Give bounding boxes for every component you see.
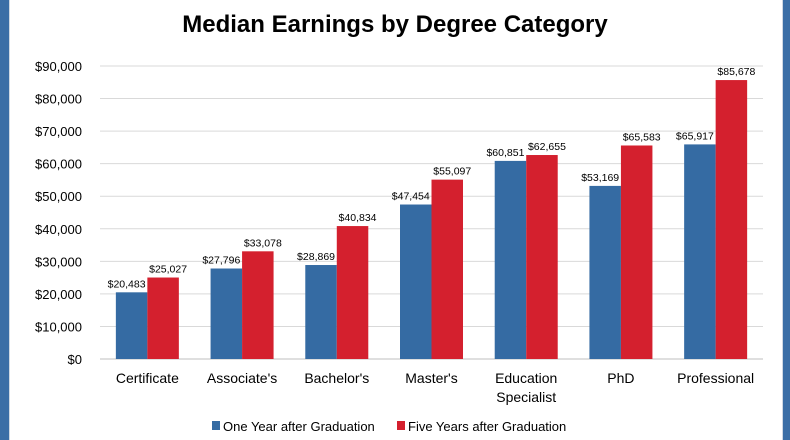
bar bbox=[620, 145, 653, 359]
bar bbox=[431, 179, 463, 359]
x-tick-label: Associate's bbox=[207, 370, 277, 386]
y-tick-label: $40,000 bbox=[35, 222, 82, 237]
data-label: $65,917 bbox=[676, 130, 714, 142]
bar bbox=[336, 226, 369, 359]
legend-swatch bbox=[397, 421, 405, 430]
legend-swatch bbox=[212, 421, 220, 430]
data-label: $27,796 bbox=[202, 255, 240, 267]
y-tick-label: $70,000 bbox=[35, 124, 82, 139]
y-tick-label: $10,000 bbox=[35, 319, 82, 334]
legend-label: Five Years after Graduation bbox=[408, 419, 566, 434]
y-tick-label: $50,000 bbox=[35, 189, 82, 204]
bar bbox=[589, 185, 621, 359]
data-label: $55,097 bbox=[433, 166, 471, 178]
data-label: $47,454 bbox=[392, 191, 430, 203]
x-tick-label: Education bbox=[495, 370, 557, 386]
data-label: $33,078 bbox=[244, 237, 282, 249]
bar bbox=[715, 80, 748, 360]
y-tick-label: $20,000 bbox=[35, 287, 82, 302]
bar bbox=[684, 144, 716, 359]
data-label: $28,869 bbox=[297, 251, 335, 263]
x-tick-label: Specialist bbox=[496, 389, 556, 405]
y-tick-label: $0 bbox=[68, 352, 82, 367]
chart-title: Median Earnings by Degree Category bbox=[182, 11, 608, 38]
bar bbox=[400, 204, 432, 359]
bar bbox=[242, 251, 274, 359]
bar bbox=[147, 277, 179, 359]
y-tick-label: $90,000 bbox=[35, 59, 82, 74]
data-label: $62,655 bbox=[528, 141, 566, 153]
x-tick-label: Master's bbox=[405, 370, 457, 386]
y-tick-label: $60,000 bbox=[35, 157, 82, 172]
data-label: $85,678 bbox=[717, 66, 755, 78]
data-label: $53,169 bbox=[581, 172, 619, 184]
bar bbox=[115, 292, 148, 359]
x-tick-label: Professional bbox=[677, 370, 754, 386]
data-label: $40,834 bbox=[339, 212, 377, 224]
x-tick-label: PhD bbox=[607, 370, 634, 386]
bar bbox=[210, 268, 243, 359]
x-tick-label: Certificate bbox=[116, 370, 179, 386]
legend-label: One Year after Graduation bbox=[223, 419, 375, 434]
bar bbox=[305, 265, 337, 359]
data-label: $60,851 bbox=[486, 147, 524, 159]
data-label: $65,583 bbox=[623, 131, 661, 143]
chart-frame bbox=[9, 0, 783, 440]
bar bbox=[526, 155, 558, 359]
y-tick-label: $80,000 bbox=[35, 92, 82, 107]
bar bbox=[494, 160, 527, 359]
data-label: $20,483 bbox=[108, 278, 146, 290]
y-tick-label: $30,000 bbox=[35, 254, 82, 269]
x-tick-label: Bachelor's bbox=[304, 370, 369, 386]
data-label: $25,027 bbox=[149, 264, 187, 276]
